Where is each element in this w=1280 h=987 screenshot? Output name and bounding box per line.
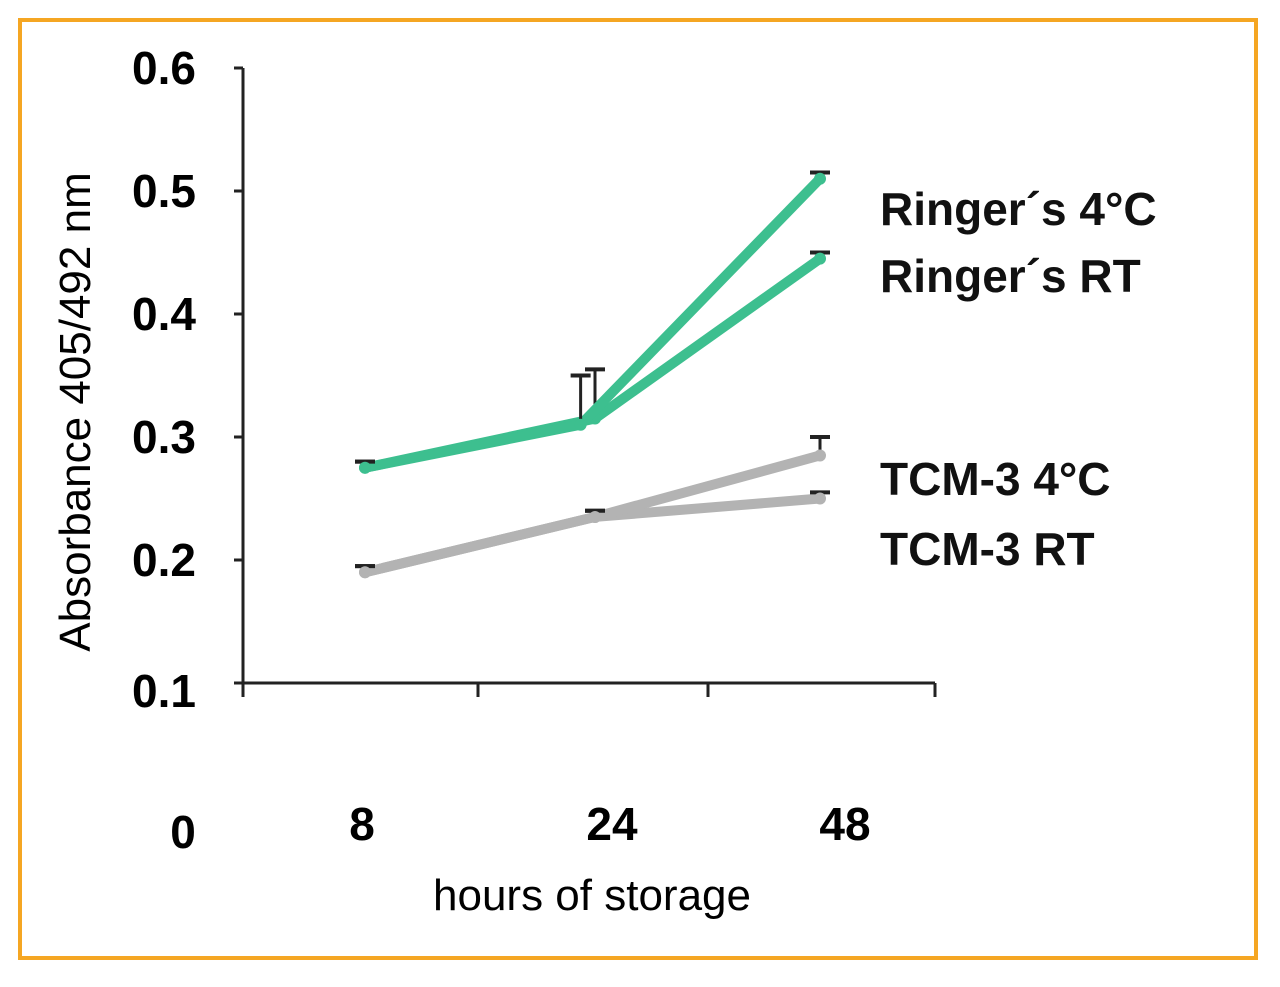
legend-label: TCM-3 4°C — [880, 453, 1111, 505]
data-point — [574, 418, 587, 431]
legend-label: TCM-3 RT — [880, 523, 1095, 575]
x-origin-label: 0 — [170, 806, 196, 858]
data-point — [814, 492, 826, 505]
data-point — [589, 510, 601, 523]
x-tick-label: 8 — [349, 798, 375, 850]
x-axis-title: hours of storage — [433, 871, 751, 920]
series-line — [360, 173, 825, 473]
data-point — [359, 461, 371, 474]
x-tick-label: 24 — [586, 798, 638, 850]
chart-frame — [18, 18, 1258, 960]
labels-layer: 0.1 0.2 0.3 0.4 0.5 0.6 0 8 24 48 hours of storage… — [51, 42, 1157, 920]
data-point — [814, 172, 826, 185]
series-layer — [355, 170, 830, 579]
y-tick-label: 0.6 — [132, 42, 196, 94]
legend-label: Ringer´s RT — [880, 250, 1141, 302]
y-tick-label: 0.3 — [132, 411, 196, 463]
y-tick-label: 0.4 — [132, 288, 196, 340]
data-point — [359, 566, 371, 579]
data-point — [814, 449, 826, 462]
series-line — [360, 253, 825, 473]
y-axis-title: Absorbance 405/492 nm — [51, 172, 100, 651]
data-point — [814, 252, 826, 265]
y-tick-label: 0.5 — [132, 165, 196, 217]
axes — [234, 66, 937, 697]
y-tick-label: 0.1 — [132, 665, 196, 717]
y-tick-label: 0.2 — [132, 534, 196, 586]
legend-label: Ringer´s 4°C — [880, 183, 1157, 235]
x-tick-label: 48 — [819, 798, 870, 850]
